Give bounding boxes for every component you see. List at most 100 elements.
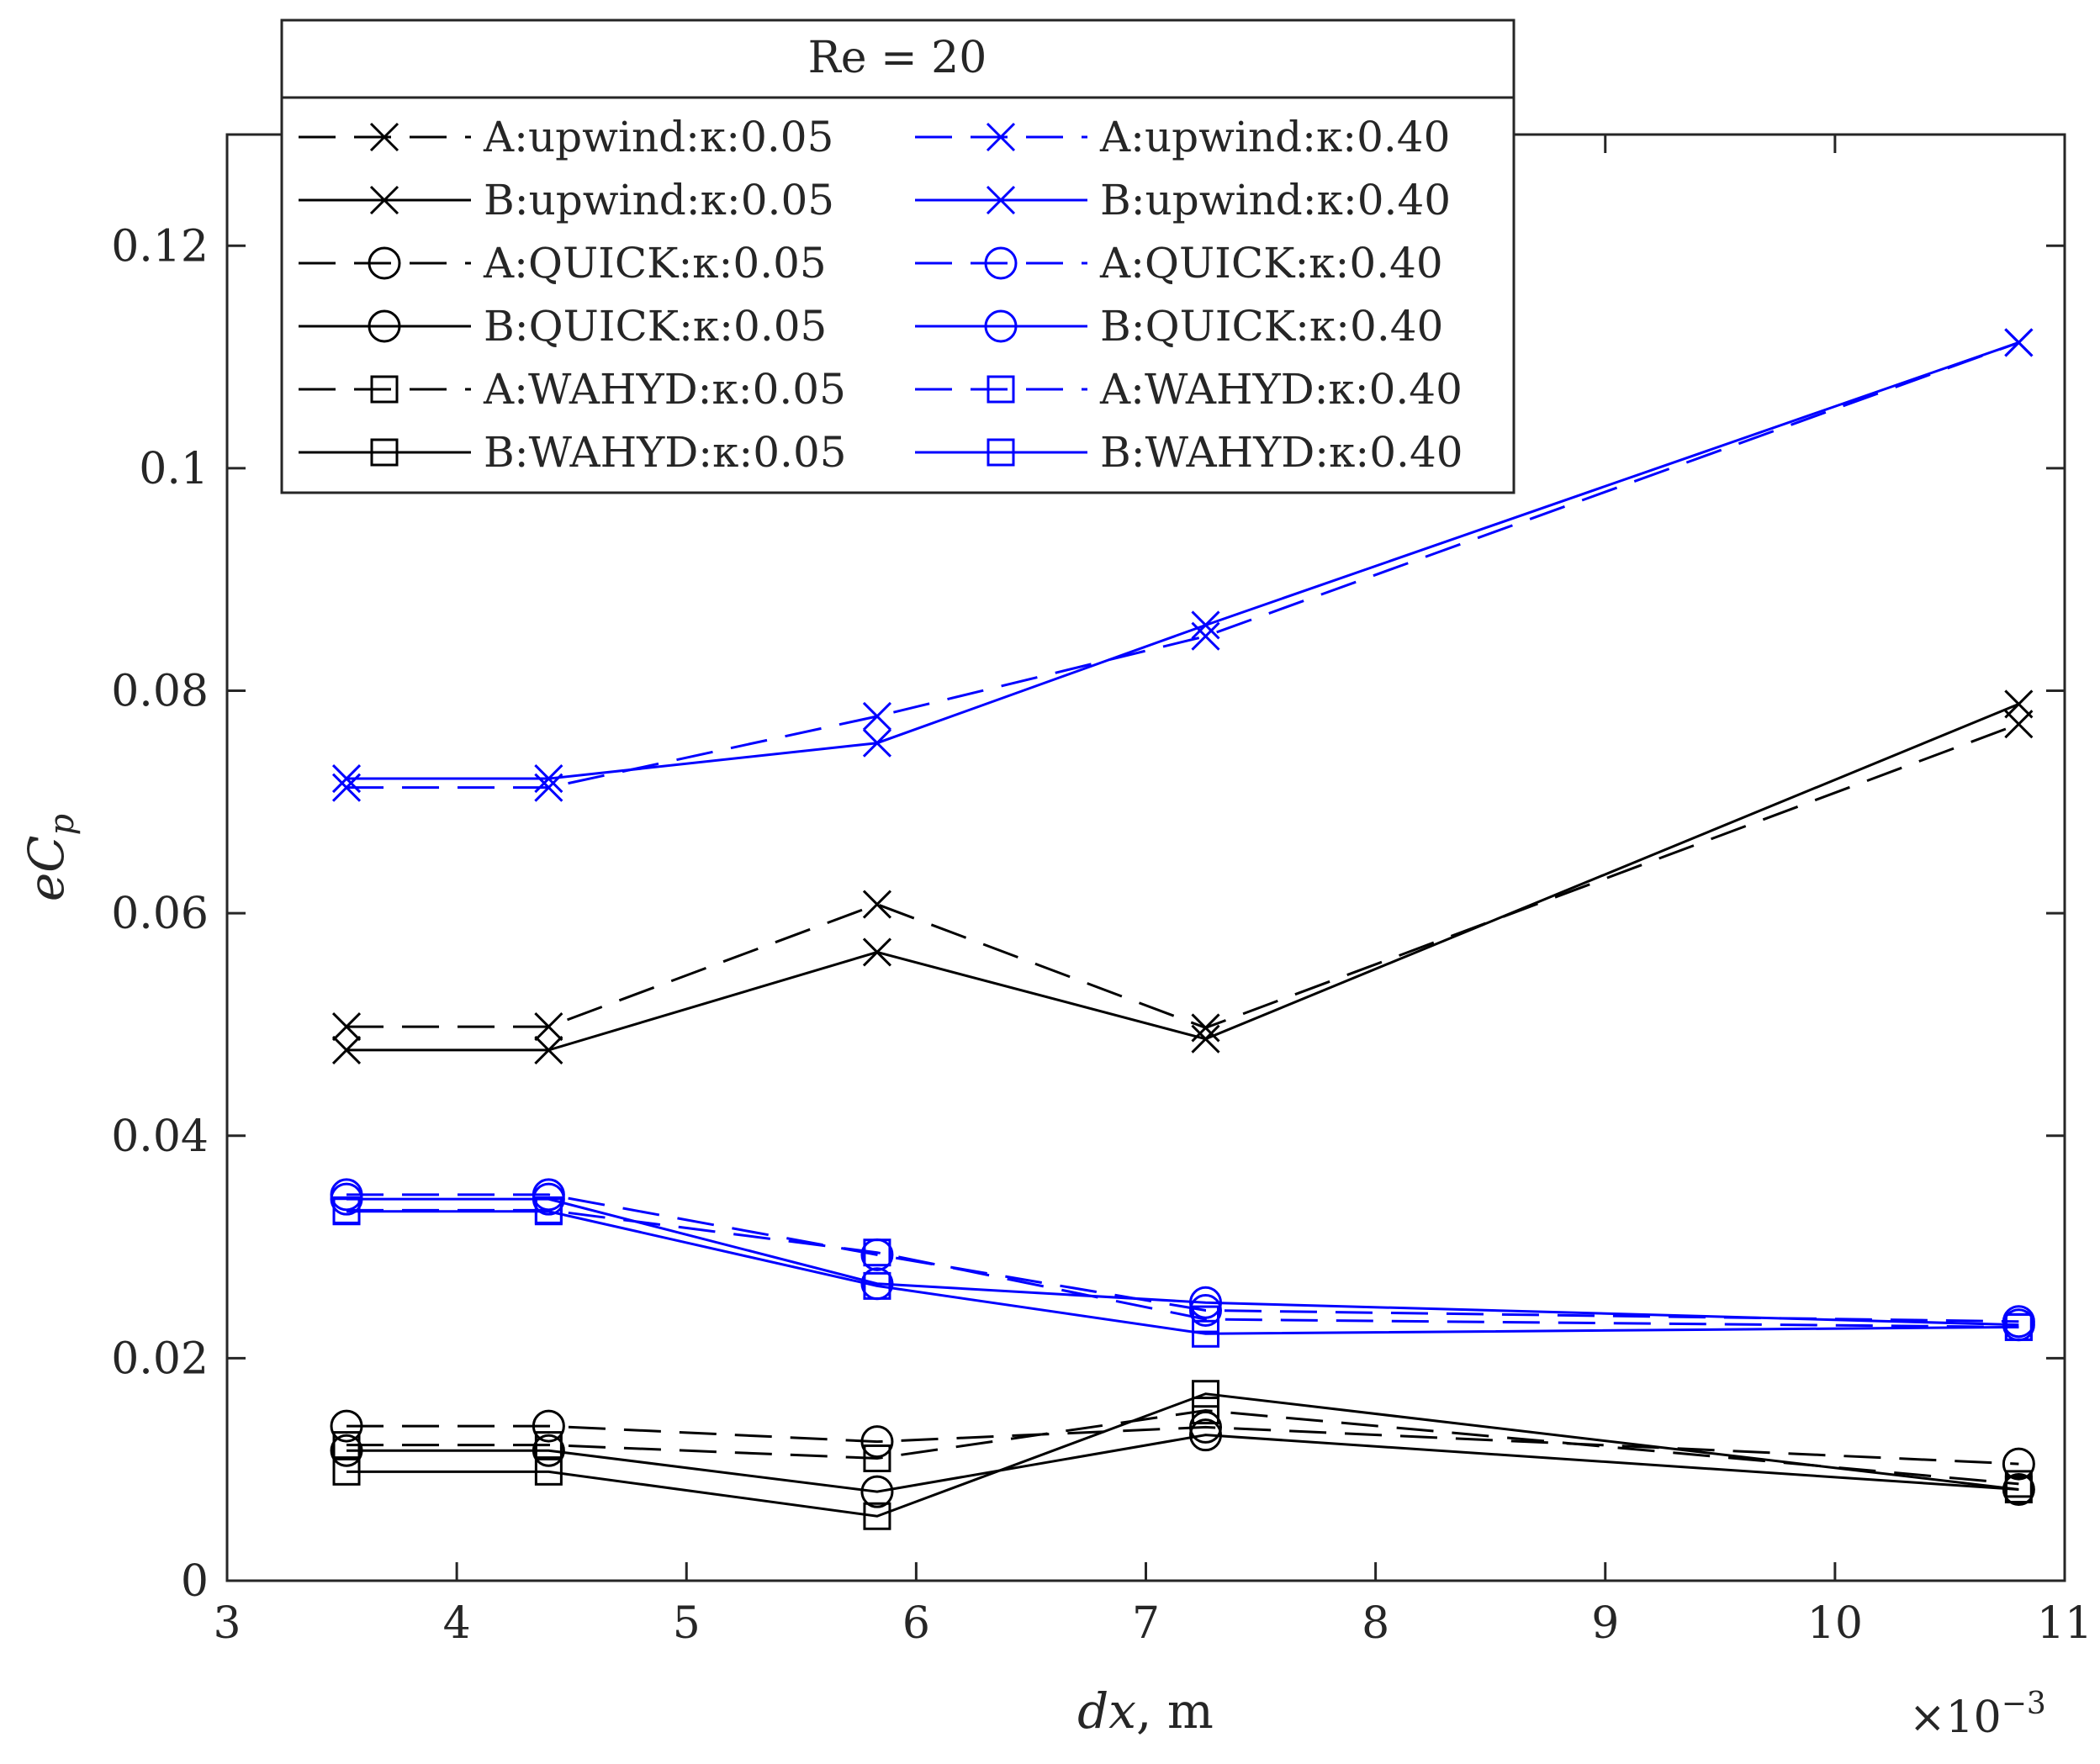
data-point-b-quick-kappa-0-05 xyxy=(1189,1418,1223,1452)
data-point-b-wahyd-kappa-0-40 xyxy=(2004,1312,2033,1341)
x-tick-label: 5 xyxy=(673,1598,701,1649)
data-point-b-quick-kappa-0-05 xyxy=(330,1434,363,1467)
data-point-a-upwind-kappa-0-05 xyxy=(1191,1013,1220,1043)
legend-marker xyxy=(370,438,399,467)
legend-label-b-quick-kappa-0-40: B:QUICK:κ:0.40 xyxy=(1100,302,1443,351)
data-point-a-quick-kappa-0-40 xyxy=(1189,1293,1223,1327)
legend-marker xyxy=(984,246,1018,280)
data-point-a-upwind-kappa-0-05 xyxy=(2004,710,2034,739)
data-point-b-upwind-kappa-0-40 xyxy=(534,764,563,794)
data-point-a-quick-kappa-0-05 xyxy=(860,1425,894,1459)
x-tick-label: 7 xyxy=(1132,1598,1160,1649)
data-point-a-upwind-kappa-0-40 xyxy=(862,701,892,731)
y-tick-label: 0.12 xyxy=(111,221,209,272)
data-point-b-upwind-kappa-0-05 xyxy=(862,937,892,967)
data-point-a-wahyd-kappa-0-05 xyxy=(863,1444,891,1472)
axis-labels: 3 4 5 6 7 8 9 10 11 0 0.02 0.04 0.06 0.08 0.1 0.12 xyxy=(111,221,2092,1649)
legend-title: Re = 20 xyxy=(808,33,987,83)
legend-marker xyxy=(987,438,1015,467)
data-point-a-quick-kappa-0-05 xyxy=(532,1409,565,1443)
data-point-a-upwind-kappa-0-05 xyxy=(862,890,892,919)
data-point-a-wahyd-kappa-0-40 xyxy=(1192,1305,1220,1334)
legend-label-a-wahyd-kappa-0-05: A:WAHYD:κ:0.05 xyxy=(483,365,846,414)
legend-marker xyxy=(986,122,1016,152)
legend-label-b-wahyd-kappa-0-05: B:WAHYD:κ:0.05 xyxy=(484,428,847,477)
data-point-a-upwind-kappa-0-05 xyxy=(534,1012,563,1042)
series-line-a-quick-kappa-0-40 xyxy=(346,1193,2019,1323)
x-tick-label: 4 xyxy=(443,1598,471,1649)
data-point-b-wahyd-kappa-0-40 xyxy=(1192,1319,1220,1348)
data-point-b-wahyd-kappa-0-05 xyxy=(534,1457,563,1486)
data-point-b-wahyd-kappa-0-05 xyxy=(332,1457,361,1486)
legend-label-a-quick-kappa-0-05: A:QUICK:κ:0.05 xyxy=(483,239,827,288)
series-line-b-wahyd-kappa-0-40 xyxy=(346,1210,2019,1335)
legend-marker xyxy=(984,309,1018,343)
plot-lines xyxy=(346,341,2019,1518)
data-point-a-quick-kappa-0-05 xyxy=(1189,1410,1223,1444)
data-point-b-wahyd-kappa-0-40 xyxy=(863,1271,891,1300)
y-tick-label: 0.08 xyxy=(111,667,209,717)
data-point-a-quick-kappa-0-05 xyxy=(2002,1447,2035,1481)
x-tick-label: 11 xyxy=(2037,1598,2092,1649)
y-tick-label: 0.06 xyxy=(111,889,209,939)
legend-label-b-wahyd-kappa-0-40: B:WAHYD:κ:0.40 xyxy=(1100,428,1463,477)
legend-marker xyxy=(987,375,1015,404)
x-tick-label: 3 xyxy=(213,1598,241,1649)
legend-marker xyxy=(986,185,1016,215)
legend-box xyxy=(280,18,1515,494)
data-point-b-upwind-kappa-0-40 xyxy=(331,764,362,794)
data-point-b-quick-kappa-0-05 xyxy=(532,1434,565,1467)
y-tick-label: 0.1 xyxy=(139,444,209,494)
data-point-a-upwind-kappa-0-40 xyxy=(1191,621,1220,651)
legend: Re = 20 A:upwind:κ:0.05B:upwind:κ:0.05A:… xyxy=(280,18,1515,494)
legend-label-b-upwind-kappa-0-40: B:upwind:κ:0.40 xyxy=(1100,176,1451,224)
data-point-a-upwind-kappa-0-40 xyxy=(331,773,362,802)
data-point-b-quick-kappa-0-40 xyxy=(532,1182,565,1216)
data-point-a-wahyd-kappa-0-40 xyxy=(863,1238,891,1267)
x-axis-title: dx, m xyxy=(1077,1682,1214,1740)
data-point-a-quick-kappa-0-05 xyxy=(330,1409,363,1443)
data-point-b-wahyd-kappa-0-40 xyxy=(332,1197,361,1226)
data-point-b-upwind-kappa-0-40 xyxy=(2004,328,2034,357)
data-point-a-wahyd-kappa-0-05 xyxy=(332,1431,361,1460)
data-point-b-quick-kappa-0-40 xyxy=(1189,1286,1223,1319)
data-point-b-upwind-kappa-0-40 xyxy=(862,728,892,758)
legend-label-b-quick-kappa-0-05: B:QUICK:κ:0.05 xyxy=(484,302,827,351)
data-point-b-wahyd-kappa-0-05 xyxy=(863,1502,891,1530)
legend-marker xyxy=(370,375,399,404)
series-line-a-upwind-kappa-0-40 xyxy=(346,341,2019,790)
y-tick-label: 0.04 xyxy=(111,1112,209,1162)
x-tick-label: 8 xyxy=(1362,1598,1389,1649)
legend-marker xyxy=(368,309,401,343)
legend-label-b-upwind-kappa-0-05: B:upwind:κ:0.05 xyxy=(484,176,834,224)
data-point-b-upwind-kappa-0-40 xyxy=(1191,610,1220,640)
legend-label-a-wahyd-kappa-0-40: A:WAHYD:κ:0.40 xyxy=(1099,365,1463,414)
y-tick-label: 0 xyxy=(181,1556,209,1607)
x-axis-exponent: ×10−3 xyxy=(1909,1687,2046,1743)
axis-ticks xyxy=(225,135,2066,1582)
x-tick-label: 10 xyxy=(1807,1598,1863,1649)
data-point-a-upwind-kappa-0-05 xyxy=(331,1012,362,1042)
data-point-a-upwind-kappa-0-40 xyxy=(534,773,563,802)
data-point-b-wahyd-kappa-0-40 xyxy=(534,1197,563,1226)
data-point-b-upwind-kappa-0-05 xyxy=(331,1035,362,1064)
series-line-a-wahyd-kappa-0-05 xyxy=(346,1409,2019,1486)
legend-entries: A:upwind:κ:0.05 B:upwind:κ:0.05 A:QUICK:κ:… xyxy=(299,113,1463,477)
data-point-b-upwind-kappa-0-05 xyxy=(1191,1024,1220,1054)
x-tick-label: 9 xyxy=(1591,1598,1619,1649)
series-line-a-quick-kappa-0-05 xyxy=(346,1424,2019,1466)
data-point-a-wahyd-kappa-0-05 xyxy=(534,1431,563,1460)
y-tick-label: 0.02 xyxy=(111,1334,209,1384)
data-point-b-quick-kappa-0-05 xyxy=(2002,1473,2035,1507)
data-point-b-wahyd-kappa-0-05 xyxy=(2004,1476,2033,1504)
series-line-b-quick-kappa-0-05 xyxy=(346,1434,2019,1493)
legend-marker xyxy=(369,185,399,215)
data-point-b-quick-kappa-0-05 xyxy=(860,1475,894,1508)
data-point-a-wahyd-kappa-0-05 xyxy=(1192,1397,1220,1425)
data-point-b-quick-kappa-0-40 xyxy=(330,1182,363,1216)
series-line-b-wahyd-kappa-0-05 xyxy=(346,1392,2019,1518)
data-point-b-wahyd-kappa-0-05 xyxy=(1192,1380,1220,1408)
data-point-b-upwind-kappa-0-05 xyxy=(534,1035,563,1064)
plot-markers xyxy=(330,328,2035,1530)
